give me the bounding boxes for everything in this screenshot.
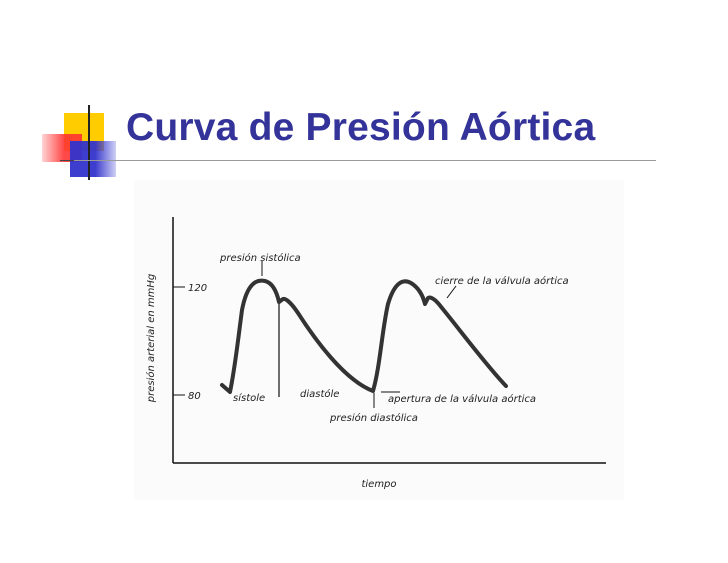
tick-label-120: 120 bbox=[188, 283, 207, 294]
tick-label-80: 80 bbox=[188, 391, 201, 402]
slide-title: Curva de Presión Aórtica bbox=[126, 106, 596, 149]
y-axis-label: presión arterial en mmHg bbox=[145, 274, 157, 404]
label-diastole: diastóle bbox=[300, 388, 339, 400]
pressure-curve bbox=[220, 278, 508, 394]
aortic-pressure-diagram: 120 80 presión arterial en mmHg tiempo p… bbox=[134, 180, 624, 500]
label-aortic-valve-opening: apertura de la válvula aórtica bbox=[388, 393, 536, 405]
diagram-background bbox=[134, 180, 624, 500]
label-systolic-pressure: presión sistólica bbox=[219, 252, 301, 264]
title-underline bbox=[74, 160, 656, 161]
label-diastolic-pressure: presión diastólica bbox=[329, 412, 418, 424]
label-aortic-valve-closure: cierre de la válvula aórtica bbox=[435, 275, 569, 287]
label-systole: sístole bbox=[233, 392, 265, 404]
blue-square-decoration bbox=[70, 141, 116, 177]
vertical-line-decoration bbox=[88, 105, 90, 180]
valve-closure-pointer bbox=[446, 285, 457, 299]
x-axis-label: tiempo bbox=[361, 479, 396, 490]
